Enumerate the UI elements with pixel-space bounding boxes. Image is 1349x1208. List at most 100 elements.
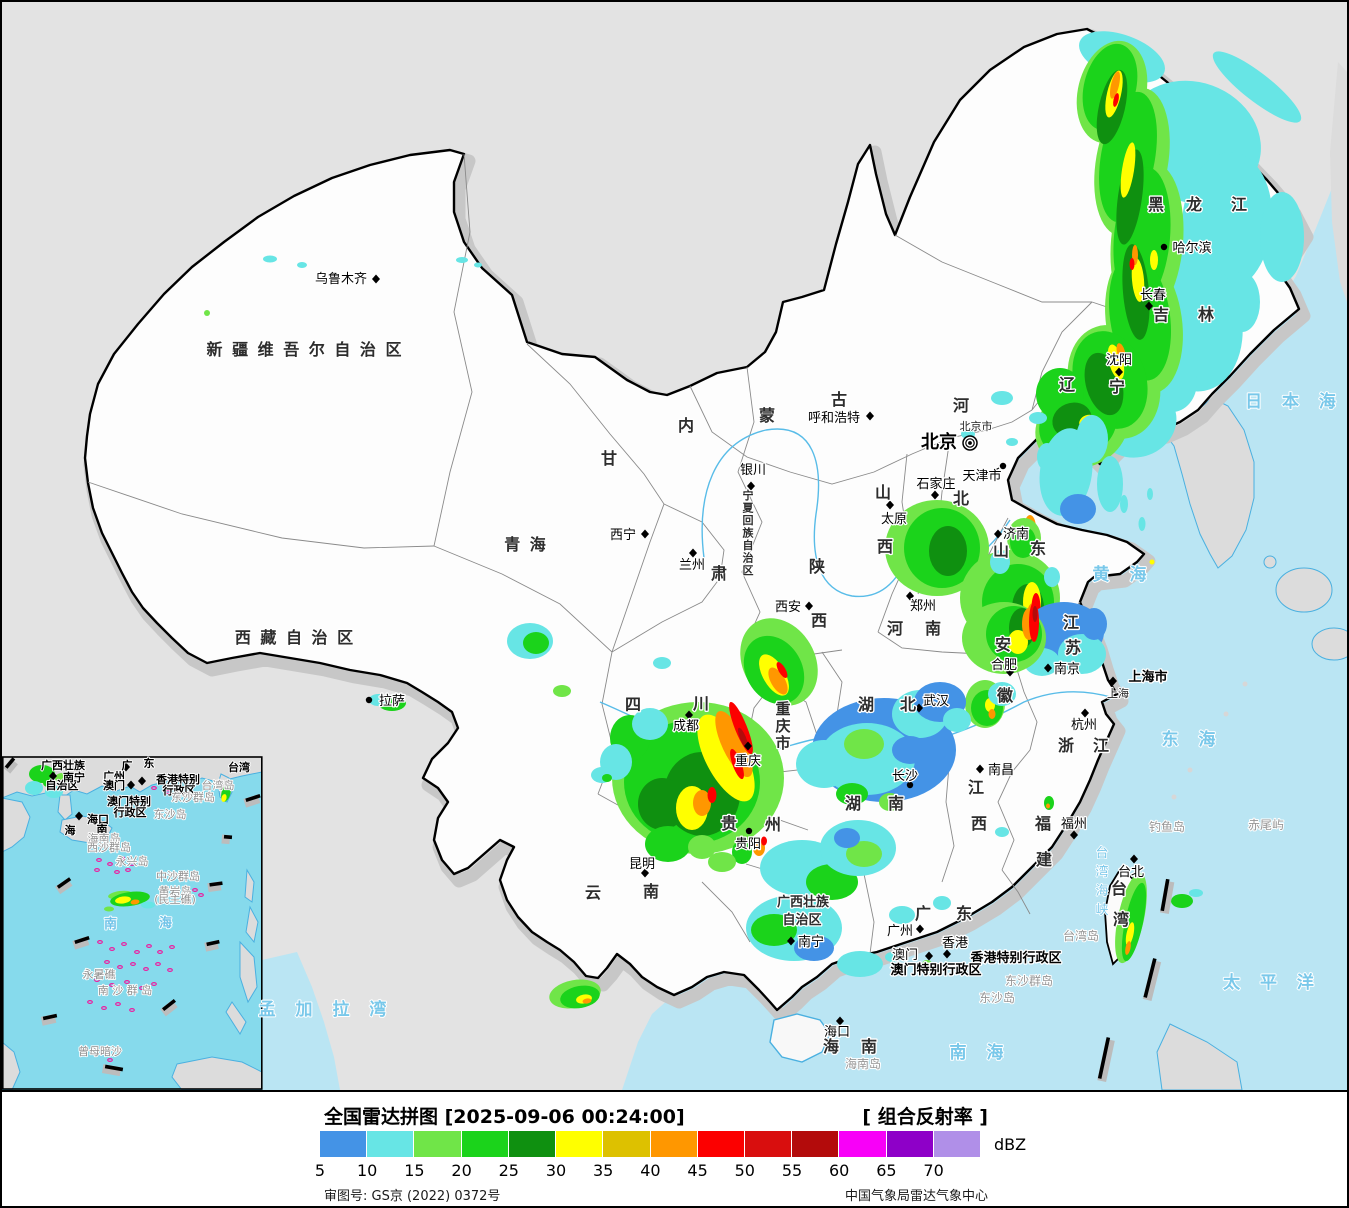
reef-mark [157,949,163,954]
radar-echo [1181,152,1273,292]
radar-echo [263,255,277,263]
city-diamond-marker [925,951,933,961]
city-diamond-marker [916,924,924,934]
radar-echo [1008,630,1028,654]
map-label: 海南岛 [845,1056,881,1071]
map-label: 日 本 海 [1245,391,1343,412]
map-label: 钓鱼岛 [1149,819,1185,834]
map-label: 澳门特别行政区 [890,962,981,978]
dash-bar [56,877,72,889]
map-label: 上海市 [1128,669,1167,685]
map-label: 湾 [1113,910,1131,929]
map-label: 青 海 [504,535,548,554]
japan-island [1275,567,1333,613]
city-markers [49,243,1168,1026]
map-label: 贵阳 [735,837,761,852]
city-diamond-marker [1070,830,1078,840]
map-label: 龙 [1185,195,1204,214]
map-label: 兰州 [679,558,705,573]
radar-echo [889,906,915,924]
city-diamond-marker [943,949,951,959]
dash-bar [161,998,177,1012]
city-diamond-marker [1145,301,1153,311]
map-label: 湖 [858,695,876,714]
map-label: 江 [1231,195,1249,214]
radar-echo [369,694,387,706]
radar-echo [1189,889,1203,897]
map-label: 台湾岛 [202,778,235,792]
map-label: 海南岛 [88,831,121,845]
city-diamond-marker [1081,708,1089,718]
radar-echo [1010,526,1036,558]
city-diamond-marker [744,741,752,751]
map-label: 中沙群岛 [156,869,200,883]
map-label: 云 [585,883,603,902]
legend-colorbar [320,1131,981,1157]
hainan-island [769,1013,831,1063]
map-label: 蒙 [759,406,777,425]
radar-echo [1125,922,1135,946]
map-label: 河 [953,396,971,415]
inset-indochina [2,797,31,853]
reef-mark [143,966,149,971]
reef-mark [114,869,120,874]
radar-echo [929,526,967,576]
radar-echo [1129,258,1135,270]
legend-swatch [744,1131,792,1157]
map-label: 南宁 [63,770,85,784]
legend-tick-label: 50 [734,1161,755,1180]
map-label: 台湾岛 [1063,928,1099,943]
map-label: 河 [887,619,905,638]
capital-marker-core [968,441,972,445]
legend-panel: 全国雷达拼图 [2025-09-06 00:24:00] [ 组合反射率 ] d… [2,1090,1347,1206]
radar-echo [707,787,717,803]
radar-echo [582,998,592,1004]
map-label: 建 [1036,850,1054,869]
radar-echo [988,682,1016,706]
reef-mark [139,985,145,990]
map-label: 西 [811,611,829,630]
legend-tick-label: 45 [687,1161,708,1180]
inset-leizhou [57,794,73,821]
map-label: 永暑礁 [83,967,116,981]
radar-echo [523,632,549,654]
map-label: 江 [1063,613,1081,632]
map-label: 北 [900,695,918,714]
radar-echo [732,840,752,864]
city-diamond-marker [994,529,1002,539]
map-label: 香港特别 [155,772,200,786]
legend-swatch [603,1131,650,1157]
map-label: 广州 [103,769,125,783]
city-diamond-marker [138,776,146,786]
radar-echo [1149,559,1155,565]
radar-echo [1212,51,1302,123]
map-label: 南 [888,794,906,813]
city-dot-marker [999,462,1007,470]
inset-nine-dash-line [3,757,261,1077]
city-diamond-marker [747,481,755,491]
city-diamond-marker [122,762,130,772]
reef-mark [124,979,130,984]
radar-echo [990,550,1010,574]
reef-mark [169,944,175,949]
map-label: 甘 [601,449,619,468]
map-label: 南 [925,619,943,638]
dash-segment [101,1064,124,1077]
dash-bar [1160,878,1170,912]
legend-swatch [461,1131,508,1157]
japan-island [1311,627,1347,661]
radar-echo [776,662,788,678]
reef-mark [151,785,157,790]
map-label: 黄 海 [1093,564,1154,585]
map-label: 重庆市 [775,700,790,752]
map-label: 徽 [996,686,1015,705]
radar-echo [1116,343,1126,361]
dash-segment [243,793,261,808]
map-label: 西沙群岛 [87,840,131,854]
map-label: 宁夏回族自治区 [743,488,755,577]
map-label: 海 [823,1037,841,1056]
map-label: 广州 [887,924,913,939]
radar-echo [1044,567,1060,587]
dash-shadow [160,1000,178,1017]
reef-mark [140,856,146,861]
